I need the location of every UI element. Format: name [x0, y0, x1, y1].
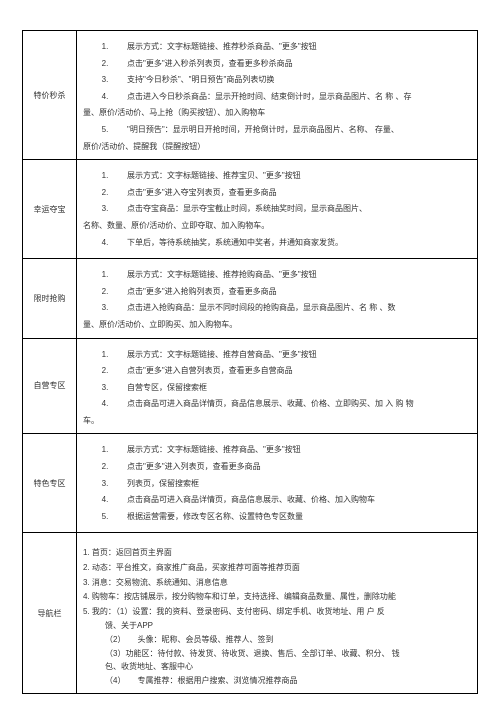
item-number: 3.: [83, 202, 127, 216]
nav-line: 4. 购物车：按店铺展示，按分购物车和订单，支持选择、编辑商品数量、属性，删除功…: [83, 590, 471, 604]
nav-subline: （3）功能区：待付款、待发货、待收货、退换、售后、全部订单、收藏、积分、 钱: [105, 647, 471, 661]
item-text: 下单后，等待系统抽奖，系统通知中奖者，并通知商家发货。: [127, 236, 471, 250]
item-text: 点击"更多"进入夺宝列表页，查看更多商品: [127, 186, 471, 200]
nav-subline: 包、收货地址、客服中心: [105, 660, 471, 674]
section-label: 限时抢购: [23, 259, 77, 338]
item-text: 点击进入今日秒杀商品：显示开抢时间、结束倒计时，显示商品图片、名 称 、存: [127, 90, 471, 104]
continuation-text: 名称、数量、原价/活动价、立即夺取、加入购物车。: [83, 219, 471, 233]
continuation-text: 量、原价/活动价、立即购买、加入购物车。: [83, 318, 471, 332]
item-text: 点击"更多"进入秒杀列表页，查看更多秒杀商品: [127, 57, 471, 71]
item-number: 3.: [83, 301, 127, 315]
item-number: 1.: [83, 348, 127, 362]
section-label: 幸运夺宝: [23, 160, 77, 259]
item-number: 2.: [83, 57, 127, 71]
item-text: 点击"更多"进入抢购列表页，查看更多商品: [127, 285, 471, 299]
item-number: 5.: [83, 510, 127, 524]
item-text: 展示方式：文字标题链接、推荐抢购商品、"更多"按钮: [127, 268, 471, 282]
nav-subline: （2） 头像：昵称、会员等级、推荐人、签到: [105, 633, 471, 647]
item-number: 2.: [83, 285, 127, 299]
item-text: 点击夺宝商品：显示夺宝截止时间，系统抽奖时间，显示商品图片、: [127, 202, 471, 216]
item-text: 根据运营需要，修改专区名称、设置特色专区数量: [127, 510, 471, 524]
item-number: 4.: [83, 236, 127, 250]
continuation-text: 车。: [83, 414, 471, 428]
item-number: 2.: [83, 460, 127, 474]
item-text: 点击进入抢购商品：显示不同时间段的抢购商品，显示商品图片、名 称 、数: [127, 301, 471, 315]
item-number: 2.: [83, 364, 127, 378]
nav-line: 5. 我的：（1）设置：我的资料、登录密码、支付密码、绑定手机、收货地址、用 户…: [83, 605, 471, 619]
item-number: 3.: [83, 477, 127, 491]
item-number: 4.: [83, 397, 127, 411]
item-number: 2.: [83, 186, 127, 200]
section-content: 1.展示方式：文字标题链接、推荐秒杀商品、"更多"按钮2.点击"更多"进入秒杀列…: [77, 31, 478, 160]
item-number: 3.: [83, 381, 127, 395]
item-number: 1.: [83, 169, 127, 183]
section-label: 特价秒杀: [23, 31, 77, 160]
item-text: 自营专区，保留搜索框: [127, 381, 471, 395]
item-number: 3.: [83, 73, 127, 87]
item-text: 点击商品可进入商品详情页，商品信息展示、收藏、价格、加入购物车: [127, 493, 471, 507]
item-number: 4.: [83, 493, 127, 507]
section-content: 1.展示方式：文字标题链接、推荐抢购商品、"更多"按钮2.点击"更多"进入抢购列…: [77, 259, 478, 338]
section-content: 1. 首页：返回首页主界面2. 动态：平台推文，商家推广商品，买家推荐可面等推荐…: [77, 533, 478, 694]
nav-line: 1. 首页：返回首页主界面: [83, 546, 471, 560]
nav-subline: 馈、关于APP: [105, 619, 471, 633]
item-number: 1.: [83, 40, 127, 54]
item-text: 点击商品可进入商品详情页，商品信息展示、收藏、价格、立即购买、加 入 购 物: [127, 397, 471, 411]
section-label: 自营专区: [23, 338, 77, 434]
item-text: "明日预告"：显示明日开抢时间，开抢倒计时，显示商品图片、名称、 存量、: [127, 123, 471, 137]
section-content: 1.展示方式：文字标题链接、推荐自营商品、"更多"按钮2.点击"更多"进入自营列…: [77, 338, 478, 434]
continuation-text: 量、原价/活动价、马上抢（购买按钮）、加入购物车: [83, 106, 471, 120]
spec-table: 特价秒杀1.展示方式：文字标题链接、推荐秒杀商品、"更多"按钮2.点击"更多"进…: [22, 30, 478, 694]
item-number: 1.: [83, 268, 127, 282]
item-text: 支持"今日秒杀"、"明日预告"商品列表切换: [127, 73, 471, 87]
continuation-text: 原价/活动价、提醒我（提醒按钮）: [83, 140, 471, 154]
item-text: 展示方式：文字标题链接、推荐商品、"更多"按钮: [127, 443, 471, 457]
item-number: 1.: [83, 443, 127, 457]
item-number: 5.: [83, 123, 127, 137]
section-label: 导航栏: [23, 533, 77, 694]
item-text: 点击"更多"进入自营列表页，查看更多自营商品: [127, 364, 471, 378]
section-content: 1.展示方式：文字标题链接、推荐商品、"更多"按钮2.点击"更多"进入列表页，查…: [77, 434, 478, 533]
item-text: 点击"更多"进入列表页，查看更多商品: [127, 460, 471, 474]
section-label: 特色专区: [23, 434, 77, 533]
item-text: 展示方式：文字标题链接、推荐秒杀商品、"更多"按钮: [127, 40, 471, 54]
nav-line: 3. 消息：交易物流、系统通知、消息信息: [83, 576, 471, 590]
item-text: 列表页，保留搜索框: [127, 477, 471, 491]
nav-line: 2. 动态：平台推文，商家推广商品，买家推荐可面等推荐页面: [83, 561, 471, 575]
item-number: 4.: [83, 90, 127, 104]
section-content: 1.展示方式：文字标题链接、推荐宝贝、"更多"按钮2.点击"更多"进入夺宝列表页…: [77, 160, 478, 259]
item-text: 展示方式：文字标题链接、推荐自营商品、"更多"按钮: [127, 348, 471, 362]
item-text: 展示方式：文字标题链接、推荐宝贝、"更多"按钮: [127, 169, 471, 183]
nav-subline: （4） 专属推荐：根据用户搜索、浏览情况推荐商品: [105, 674, 471, 688]
